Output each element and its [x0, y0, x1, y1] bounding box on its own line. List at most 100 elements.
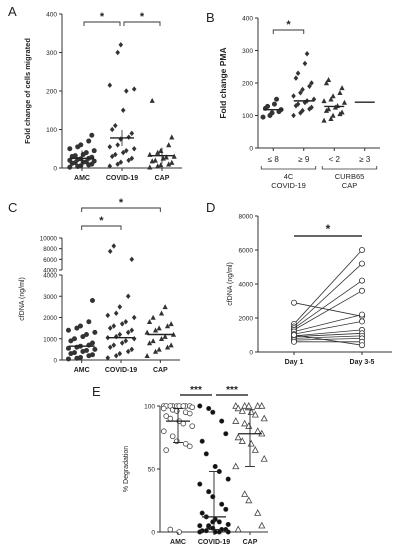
panel-e-point: [187, 443, 193, 450]
panel-c-point: [123, 338, 129, 344]
panel-a-point: [107, 144, 113, 150]
panel-b-significance-bracket: [272, 29, 305, 34]
panel-a-y-tick-label: 100: [46, 127, 57, 134]
panel-d-pair-line: [293, 249, 363, 325]
panel-e-y-tick-label: 50: [148, 467, 156, 474]
panel-d-pair-line: [293, 302, 363, 317]
panel-c-point: [152, 348, 159, 354]
panel-b-point: [341, 99, 348, 105]
panel-c-point: [71, 350, 77, 356]
panel-b-point: [304, 51, 310, 57]
panel-e-point: [260, 414, 268, 422]
panel-e-point: [258, 402, 266, 409]
panel-b-y-tick-label: 400: [242, 16, 253, 23]
panel-e-point: [180, 420, 187, 427]
panel-c-point: [74, 325, 80, 331]
panel-e-point: [225, 521, 231, 527]
panel-e-point: [182, 440, 189, 447]
panel-label-e: E: [92, 384, 101, 399]
panel-e-chart: 0 50 100 % Degradation AMC COVID-19 CAP *** ***: [123, 385, 268, 546]
panel-a-x-tick-label: CAP: [155, 175, 170, 182]
panel-e-x-tick-label: COVID-19: [198, 539, 230, 546]
panel-a-point: [109, 153, 115, 160]
panel-e-point: [251, 410, 259, 418]
panel-a-point: [129, 155, 135, 162]
panel-d-point: [358, 342, 365, 349]
panel-b-point: [293, 75, 299, 81]
panel-c-point: [168, 321, 174, 327]
panel-b-y-tick-label: 0: [249, 146, 253, 153]
panel-e-point: [161, 428, 167, 435]
panel-b-point: [300, 86, 305, 93]
panel-c-y-tick-label: 3000: [43, 294, 57, 301]
panel-e-point: [206, 523, 212, 529]
panel-b-point: [295, 70, 301, 76]
panel-c-y-tick-label: 2000: [43, 315, 57, 322]
panel-a-x-tick-label: COVID-19: [106, 175, 138, 182]
panel-b-group-label: CURB65: [335, 172, 365, 181]
panel-c-y-tick-label: 10000: [40, 236, 58, 243]
panel-e-point: [241, 402, 249, 409]
panel-c-point: [129, 256, 135, 263]
panel-a-point: [72, 153, 78, 159]
panel-b-point: [328, 115, 334, 122]
panel-c-significance-label: *: [99, 215, 104, 227]
panel-a-point: [131, 86, 137, 92]
panel-a-point: [107, 163, 113, 169]
panel-e-point: [167, 526, 174, 533]
panel-d-chart: 0 2000 4000 6000 8000 cfDNA (ng/ml) Day 1 Day 3…: [227, 214, 392, 366]
panel-c-point: [89, 297, 95, 303]
panel-a-significance-label: *: [100, 11, 105, 23]
panel-a-point: [67, 146, 73, 152]
panel-c-point: [162, 304, 168, 310]
panel-b-point: [295, 101, 301, 107]
panel-e-point: [254, 427, 262, 434]
panel-d-pair-line: [293, 314, 363, 332]
panel-c-point: [119, 340, 125, 346]
panel-b-point: [260, 114, 266, 120]
panel-e-significance-label: ***: [226, 385, 238, 396]
panel-c-point: [83, 331, 89, 337]
panel-a-significance-bracket: [83, 21, 121, 26]
panel-e-point: [197, 481, 203, 487]
panel-e-point: [225, 476, 231, 482]
panel-a-point: [171, 153, 177, 159]
panel-c-point: [164, 323, 171, 329]
panel-a-point: [89, 132, 95, 138]
panel-b-point: [337, 89, 343, 96]
panel-a-point: [83, 150, 89, 156]
panel-b-x-tick-label: ≤ 8: [268, 155, 280, 164]
panel-c-point: [65, 327, 71, 333]
panel-e-point: [203, 528, 209, 534]
panel-b-point: [328, 96, 334, 102]
panel-c-significance-bracket: [81, 225, 122, 230]
panel-d-pair-line: [293, 338, 363, 341]
panel-e-point: [219, 418, 225, 424]
panel-c-point: [158, 310, 165, 316]
panel-e-point: [210, 409, 216, 415]
panel-b-point: [291, 93, 296, 99]
panel-a-chart: 0 100 200 300 400 Fold change of cells migrat…: [23, 11, 182, 182]
panel-a-point: [158, 147, 164, 153]
panel-a-x-tick-label: AMC: [74, 175, 90, 182]
panel-b-point: [321, 117, 327, 123]
panel-a-point: [67, 164, 73, 170]
panel-c-point: [125, 329, 131, 336]
panel-c-point: [105, 355, 111, 361]
panel-e-point: [197, 529, 203, 535]
panel-e-point: [216, 519, 222, 525]
panel-a-point: [118, 42, 124, 48]
panel-b-point: [298, 90, 303, 96]
panel-c-y-tick-label: 4000: [43, 273, 57, 280]
panel-e-point: [216, 529, 222, 535]
panel-b-point: [339, 109, 345, 115]
panel-c-point: [113, 353, 119, 359]
panel-a-y-label: Fold change of cells migrated: [23, 38, 32, 144]
panel-a-point: [166, 142, 172, 148]
panel-label-a: A: [8, 4, 17, 19]
panel-a-point: [91, 158, 97, 164]
panel-c-point: [164, 344, 171, 350]
panel-a-y-tick-label: 300: [46, 50, 57, 57]
panel-e-point: [197, 403, 203, 409]
panel-b-point: [269, 110, 275, 116]
